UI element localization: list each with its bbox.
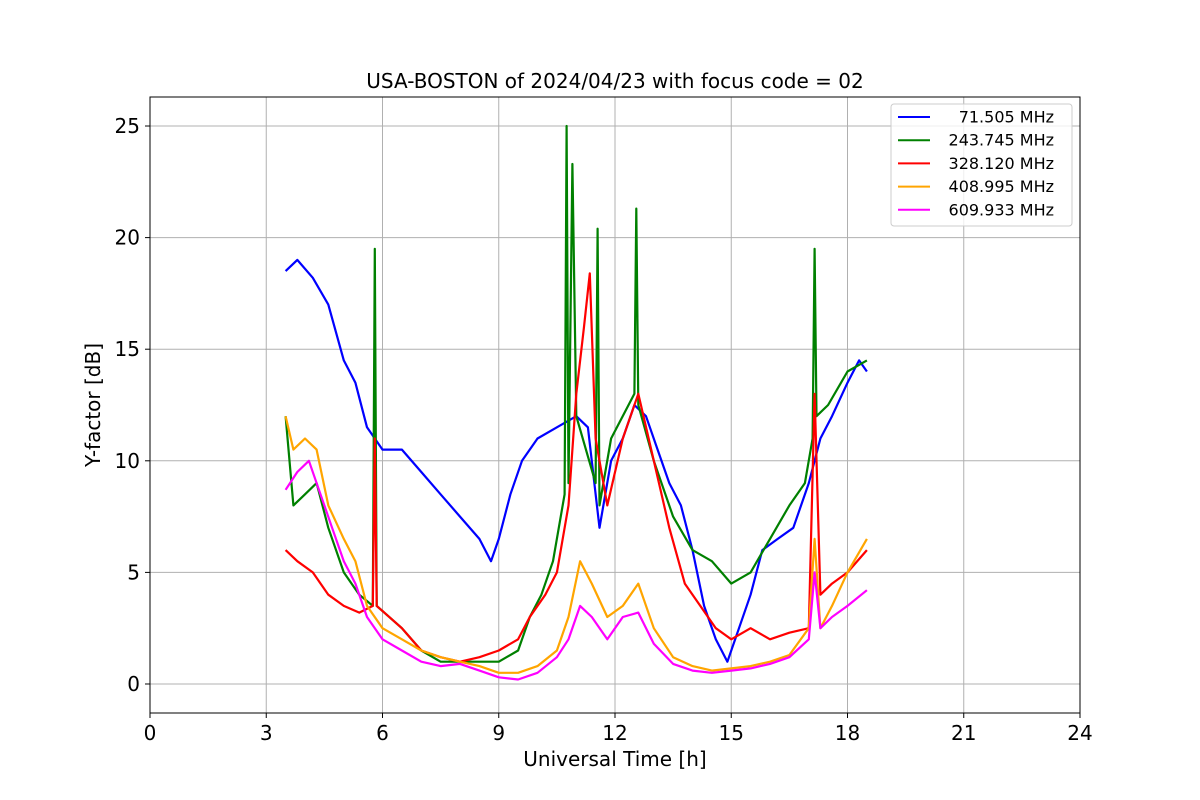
chart-title: USA-BOSTON of 2024/04/23 with focus code… — [366, 69, 863, 93]
x-tick-label: 9 — [492, 721, 505, 745]
y-axis: 0 5 10 15 20 25 — [115, 114, 150, 696]
x-tick-label: 21 — [951, 721, 976, 745]
y-tick-label: 0 — [127, 672, 140, 696]
y-tick-label: 10 — [115, 449, 140, 473]
legend-label: 328.120 MHz — [949, 154, 1054, 173]
y-axis-label: Y-factor [dB] — [81, 343, 105, 468]
legend: 71.505 MHz 243.745 MHz 328.120 MHz 408.995 … — [890, 103, 1073, 227]
x-tick-label: 15 — [719, 721, 744, 745]
legend-label: 609.933 MHz — [949, 200, 1054, 219]
series-layer — [284, 124, 868, 681]
series-line-3 — [284, 272, 868, 663]
x-tick-label: 3 — [260, 721, 273, 745]
series-line-2 — [284, 124, 868, 663]
y-tick-label: 15 — [115, 337, 140, 361]
y-tick-label: 20 — [115, 226, 140, 250]
series-line-4 — [284, 415, 868, 674]
legend-label: 408.995 MHz — [949, 177, 1054, 196]
x-tick-label: 0 — [144, 721, 157, 745]
x-tick-label: 18 — [835, 721, 860, 745]
x-tick-label: 12 — [602, 721, 627, 745]
series-line-5 — [284, 459, 868, 681]
y-tick-label: 25 — [115, 114, 140, 138]
legend-box — [890, 103, 1073, 227]
x-tick-label: 24 — [1067, 721, 1092, 745]
x-tick-label: 6 — [376, 721, 389, 745]
legend-label: 243.745 MHz — [949, 131, 1054, 150]
legend-label: 71.505 MHz — [959, 108, 1054, 127]
y-tick-label: 5 — [127, 560, 140, 584]
x-axis-label: Universal Time [h] — [523, 747, 706, 771]
x-axis: 0 3 6 9 12 15 18 21 24 — [144, 713, 1093, 745]
